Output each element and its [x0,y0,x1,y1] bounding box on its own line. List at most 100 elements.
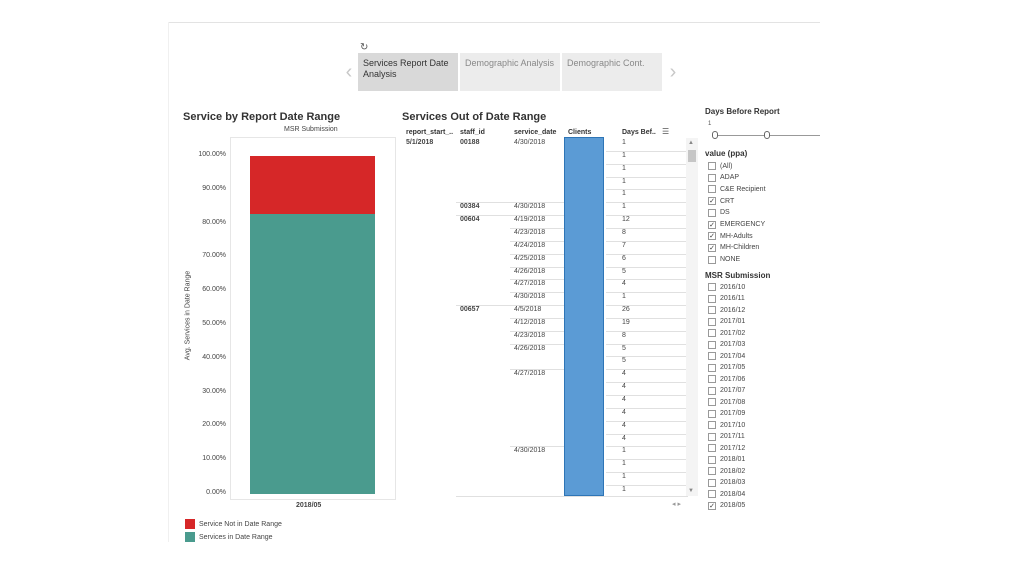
cell-days-before: 1 [622,177,626,185]
chart-title: Service by Report Date Range [183,111,341,123]
cell-service-date: 4/26/2018 [514,344,546,352]
checkbox-icon[interactable] [708,421,716,429]
y-tick-label: 20.00% [202,421,226,429]
cell-days-before: 1 [622,460,626,468]
checkbox-icon[interactable] [708,173,716,182]
scroll-down-arrow-icon[interactable]: ▼ [688,488,694,494]
checkbox-icon[interactable] [708,255,716,264]
filter-option-msr[interactable]: 2017/07 [708,386,745,395]
checkbox-icon[interactable] [708,185,716,194]
col-header-clients[interactable]: Clients [568,129,592,136]
checkbox-icon[interactable] [708,162,716,170]
col-header-report-start[interactable]: report_start_.. [406,129,454,136]
checkbox-icon[interactable] [708,352,716,360]
filter-option-msr[interactable]: 2017/06 [708,375,745,383]
checkbox-icon[interactable] [708,283,716,291]
filter-option-msr[interactable]: 2017/04 [708,352,745,360]
checkbox-icon[interactable] [708,398,716,406]
filter-option-msr[interactable]: 2018/02 [708,467,745,475]
col-header-staff-id[interactable]: staff_id [460,129,485,136]
cell-service-date: 4/30/2018 [514,447,546,455]
scrollbar-thumb[interactable] [688,150,696,162]
filter-option-msr[interactable]: 2017/12 [708,444,745,452]
row-divider [606,189,686,191]
checkbox-icon[interactable] [708,294,716,303]
slider-handle-min[interactable] [712,131,718,139]
filter-option-msr[interactable]: 2017/11 [708,432,745,441]
filter-option-msr[interactable]: 2016/10 [708,283,745,291]
filter-option-msr[interactable]: 2017/09 [708,409,745,418]
filter-option-ppa[interactable]: ✓ MH-Adults [708,232,753,241]
filter-option-msr[interactable]: 2017/05 [708,363,745,372]
revert-icon[interactable]: ↻ [360,42,369,53]
vertical-scrollbar[interactable] [686,138,698,496]
filter-option-ppa[interactable]: C&E Recipient [708,185,766,194]
filter-option-ppa[interactable]: NONE [708,255,740,264]
filter-option-msr[interactable]: 2017/10 [708,421,745,429]
checkbox-icon[interactable] [708,329,716,337]
slider-handle-max[interactable] [764,131,770,139]
filter-option-msr[interactable]: 2016/12 [708,306,745,314]
filter-option-msr[interactable]: 2018/01 [708,455,745,464]
filter-option-msr[interactable]: 2016/11 [708,294,745,303]
checkbox-icon[interactable] [708,363,716,372]
checkbox-icon[interactable] [708,375,716,383]
legend-item-in-range[interactable]: Services in Date Range [185,532,273,542]
filter-option-ppa[interactable]: ADAP [708,173,739,182]
filter-option-msr[interactable]: 2017/02 [708,329,745,337]
checkbox-icon[interactable]: ✓ [708,501,716,510]
checkbox-icon[interactable] [708,306,716,314]
filter-option-msr[interactable]: 2018/04 [708,490,745,498]
filter-option-msr[interactable]: 2017/01 [708,317,745,326]
filter-option-ppa[interactable]: ✓ CRT [708,197,734,206]
checkbox-icon[interactable] [708,444,716,452]
col-header-days-before[interactable]: Days Bef.. [622,129,656,136]
filter-option-ppa-label: MH-Adults [720,232,753,240]
scroll-up-arrow-icon[interactable]: ▲ [688,140,694,146]
filter-option-ppa[interactable]: DS [708,208,730,217]
checkbox-icon[interactable] [708,467,716,475]
checkbox-icon[interactable] [708,455,716,464]
checkbox-icon[interactable]: ✓ [708,220,716,229]
cell-report-start: 5/1/2018 [406,139,434,146]
sort-icon[interactable]: ☰ [662,127,670,136]
tab-prev-arrow-icon[interactable]: ‹ [345,60,353,83]
clients-bar[interactable] [564,137,604,496]
tab-demographic-cont[interactable]: Demographic Cont. [562,53,664,91]
row-divider [510,317,564,319]
checkbox-icon[interactable] [708,340,716,349]
checkbox-icon[interactable] [708,208,716,217]
tab-demographic-analysis[interactable]: Demographic Analysis [460,53,562,91]
checkbox-icon[interactable] [708,386,716,395]
row-divider [510,266,564,268]
filter-option-msr[interactable]: 2018/03 [708,478,745,487]
cell-service-date: 4/24/2018 [514,241,546,249]
checkbox-icon[interactable]: ✓ [708,232,716,241]
bar-segment[interactable] [250,214,375,494]
col-header-service-date[interactable]: service_date [514,129,557,136]
checkbox-icon[interactable] [708,317,716,326]
filter-option-msr[interactable]: ✓ 2018/05 [708,501,745,510]
horizontal-scroll-arrows-icon[interactable]: ◂ ▸ [672,501,681,508]
row-divider [606,279,686,281]
bar-segment[interactable] [250,156,375,215]
row-divider [606,407,686,409]
chart-subtitle: MSR Submission [284,126,338,133]
cell-days-before: 1 [622,485,626,493]
tab-next-arrow-icon[interactable]: › [669,60,677,83]
filter-option-ppa[interactable]: ✓ MH-Children [708,243,759,252]
checkbox-icon[interactable] [708,432,716,441]
y-tick-label: 40.00% [202,353,226,361]
legend-item-not-in-range[interactable]: Service Not in Date Range [185,519,282,529]
checkbox-icon[interactable] [708,409,716,418]
filter-option-ppa[interactable]: (All) [708,162,732,170]
checkbox-icon[interactable]: ✓ [708,197,716,206]
cell-days-before: 5 [622,357,626,365]
checkbox-icon[interactable] [708,478,716,487]
filter-option-msr[interactable]: 2017/08 [708,398,745,406]
filter-option-msr[interactable]: 2017/03 [708,340,745,349]
checkbox-icon[interactable] [708,490,716,498]
tab-services-report-date-analysis[interactable]: Services Report Date Analysis [358,53,460,91]
checkbox-icon[interactable]: ✓ [708,243,716,252]
filter-option-ppa[interactable]: ✓ EMERGENCY [708,220,765,229]
